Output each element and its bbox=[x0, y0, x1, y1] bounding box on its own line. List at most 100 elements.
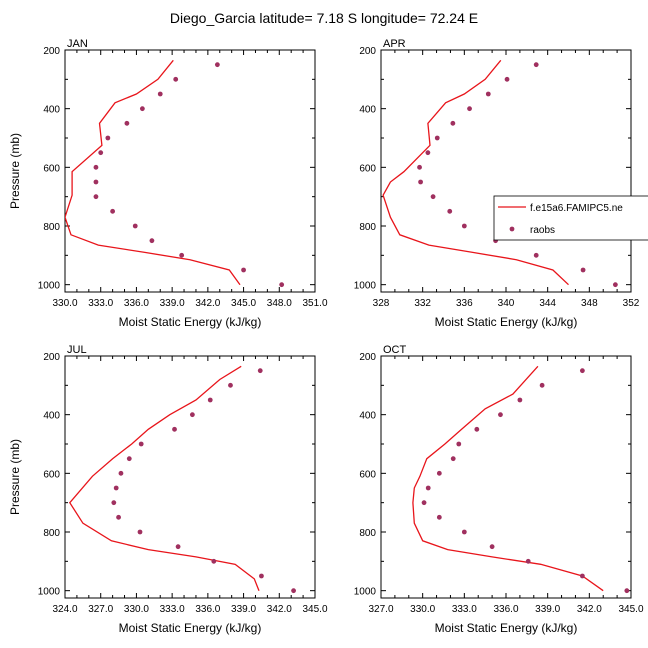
x-tick-label: 345.0 bbox=[618, 604, 643, 615]
x-axis-label: Moist Static Energy (kJ/kg) bbox=[119, 315, 262, 329]
x-tick-label: 345.0 bbox=[302, 604, 327, 615]
obs-point bbox=[214, 62, 220, 68]
obs-point bbox=[98, 150, 104, 156]
obs-point bbox=[132, 223, 138, 229]
obs-point bbox=[118, 470, 124, 476]
y-tick-label: 600 bbox=[43, 163, 60, 174]
x-axis-label: Moist Static Energy (kJ/kg) bbox=[435, 315, 578, 329]
obs-point bbox=[291, 588, 296, 594]
y-tick-label: 400 bbox=[359, 411, 376, 422]
obs-point bbox=[485, 91, 491, 97]
y-tick-label: 800 bbox=[43, 222, 60, 233]
obs-point bbox=[173, 76, 179, 82]
y-tick-label: 800 bbox=[359, 528, 376, 539]
y-tick-label: 800 bbox=[43, 528, 60, 539]
y-tick-label: 800 bbox=[359, 222, 376, 233]
x-tick-label: 348 bbox=[581, 298, 598, 309]
obs-point bbox=[179, 252, 185, 258]
obs-point bbox=[241, 267, 246, 273]
y-tick-label: 1000 bbox=[354, 587, 377, 598]
x-tick-label: 345.0 bbox=[231, 298, 256, 309]
obs-point bbox=[430, 194, 436, 200]
obs-point bbox=[93, 194, 99, 200]
obs-point bbox=[175, 544, 181, 550]
x-tick-label: 344 bbox=[539, 298, 556, 309]
x-tick-label: 352 bbox=[623, 298, 640, 309]
panel-title: OCT bbox=[383, 344, 407, 356]
obs-point bbox=[624, 588, 630, 594]
x-tick-label: 348.0 bbox=[267, 298, 292, 309]
obs-point bbox=[257, 368, 263, 374]
obs-point bbox=[113, 485, 119, 491]
obs-point bbox=[425, 150, 431, 156]
obs-point bbox=[461, 529, 467, 535]
legend-label-obs: raobs bbox=[530, 225, 555, 236]
obs-point bbox=[211, 558, 217, 564]
y-tick-label: 1000 bbox=[354, 281, 377, 292]
x-tick-label: 342.0 bbox=[195, 298, 220, 309]
chart-panel-jan: JAN 330.0 333.0 336.0 339.0 342.0 345.0 348.0 35… bbox=[8, 38, 328, 329]
obs-point bbox=[93, 164, 99, 170]
obs-point bbox=[436, 470, 442, 476]
y-tick-label: 1000 bbox=[38, 587, 61, 598]
obs-point bbox=[579, 573, 585, 579]
plot-frame bbox=[380, 49, 632, 293]
model-profile-line bbox=[68, 365, 260, 591]
obs-point bbox=[489, 544, 495, 550]
y-tick-label: 200 bbox=[359, 352, 376, 363]
obs-point bbox=[425, 485, 431, 491]
obs-point bbox=[579, 368, 585, 374]
y-axis-label: Pressure (mb) bbox=[8, 439, 22, 515]
legend-label-model: f.e15a6.FAMIPC5.ne bbox=[530, 203, 623, 214]
obs-point bbox=[93, 179, 99, 185]
legend: f.e15a6.FAMIPC5.ne raobs bbox=[493, 195, 648, 241]
x-tick-label: 330.0 bbox=[124, 604, 149, 615]
y-tick-label: 400 bbox=[43, 411, 60, 422]
obs-point bbox=[418, 179, 423, 185]
model-profile-line bbox=[412, 365, 604, 592]
obs-point bbox=[228, 382, 233, 388]
obs-point bbox=[105, 135, 111, 141]
obs-point bbox=[447, 208, 453, 214]
obs-point bbox=[189, 412, 195, 418]
y-tick-label: 1000 bbox=[38, 281, 61, 292]
obs-point bbox=[525, 558, 531, 564]
y-tick-label: 600 bbox=[43, 469, 60, 480]
x-tick-label: 339.0 bbox=[160, 298, 185, 309]
x-tick-label: 333.0 bbox=[88, 298, 113, 309]
panel-title: JAN bbox=[67, 38, 88, 50]
obs-point bbox=[417, 164, 422, 170]
legend-marker-swatch bbox=[509, 226, 515, 232]
x-tick-label: 339.0 bbox=[535, 604, 560, 615]
obs-point bbox=[111, 500, 117, 506]
obs-point bbox=[450, 456, 456, 462]
x-tick-label: 327.0 bbox=[88, 604, 113, 615]
obs-point bbox=[124, 120, 130, 126]
obs-point bbox=[436, 514, 442, 520]
plot-frame bbox=[64, 49, 316, 293]
obs-point bbox=[580, 267, 586, 273]
y-axis-label: Pressure (mb) bbox=[8, 133, 22, 209]
obs-point bbox=[126, 456, 132, 462]
x-tick-label: 336.0 bbox=[493, 604, 518, 615]
x-axis-label: Moist Static Energy (kJ/kg) bbox=[119, 621, 262, 635]
panel-title: APR bbox=[383, 38, 406, 50]
obs-point bbox=[467, 106, 472, 112]
x-tick-label: 330.0 bbox=[410, 604, 435, 615]
x-tick-label: 336 bbox=[456, 298, 473, 309]
obs-point bbox=[138, 441, 144, 447]
obs-point bbox=[110, 208, 116, 214]
y-tick-label: 400 bbox=[43, 105, 60, 116]
chart-panels: JAN 330.0 333.0 336.0 339.0 342.0 345.0 348.0 35… bbox=[8, 38, 644, 635]
obs-point bbox=[456, 441, 462, 447]
x-tick-label: 336.0 bbox=[124, 298, 149, 309]
x-axis-label: Moist Static Energy (kJ/kg) bbox=[435, 621, 578, 635]
obs-point bbox=[207, 397, 213, 403]
x-tick-label: 324.0 bbox=[52, 604, 77, 615]
x-tick-label: 332 bbox=[414, 298, 431, 309]
y-tick-label: 200 bbox=[359, 46, 376, 57]
x-tick-label: 351.0 bbox=[302, 298, 327, 309]
obs-point bbox=[172, 426, 177, 432]
x-tick-label: 333.0 bbox=[160, 604, 185, 615]
x-tick-label: 328 bbox=[373, 298, 390, 309]
